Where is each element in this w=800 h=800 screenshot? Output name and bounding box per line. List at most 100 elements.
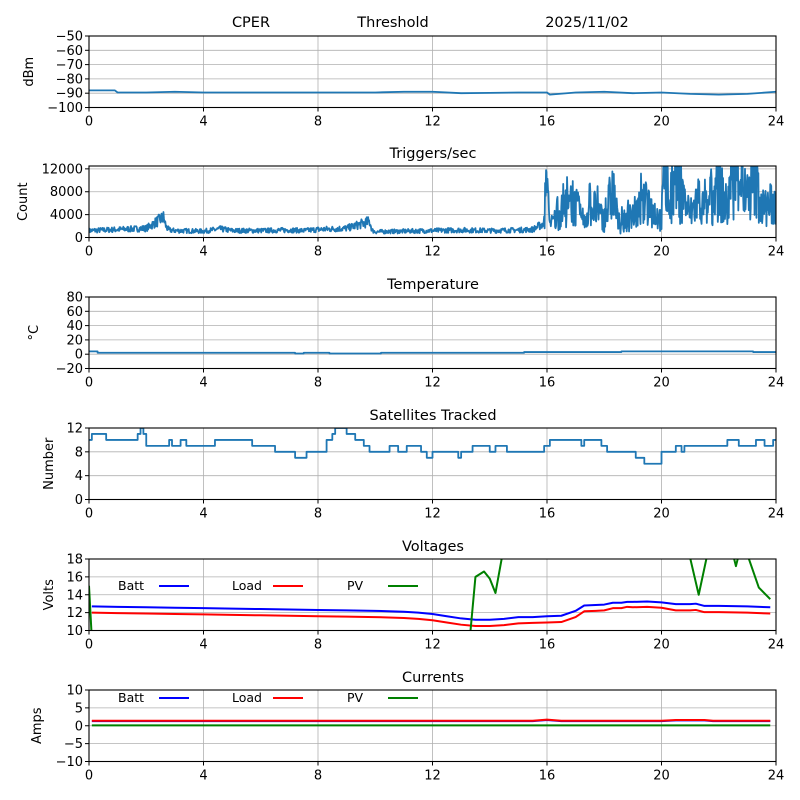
panel-title: Temperature [386,277,479,293]
y-axis-label: °C [27,325,42,341]
x-tick-label: 24 [768,245,785,260]
y-tick-label: 40 [66,319,83,334]
x-tick-label: 8 [314,507,322,522]
x-tick-label: 12 [424,376,441,391]
y-tick-label: 0 [75,231,83,246]
x-tick-label: 4 [199,245,207,260]
x-tick-label: 8 [314,245,322,260]
y-tick-label: −50 [56,30,83,45]
legend-label-pv: PV [347,578,364,593]
x-tick-label: 4 [199,376,207,391]
x-tick-label: 24 [768,638,785,653]
x-tick-label: 16 [539,507,556,522]
x-tick-label: 0 [85,769,93,784]
series-group [89,559,771,631]
y-tick-label: 12 [66,606,83,621]
y-tick-label: 10 [66,624,83,639]
panel-title: Voltages [402,539,464,555]
header-mode: Threshold [356,15,428,31]
y-tick-label: 8 [75,445,83,460]
x-tick-label: 20 [653,115,670,130]
panel-currents: 0 4 8 12 16 20 24 −10 −5 0 5 10 Amps Currents Batt Load… [30,670,784,784]
x-tick-label: 4 [199,115,207,130]
panel-dbm: 0 4 8 12 16 20 24 −100−90−80−70−60−50 dBm [22,30,784,130]
y-tick-label: 14 [66,588,83,603]
series-group [89,89,776,96]
y-tick-label: 0 [75,493,83,508]
x-tick-label: 0 [85,638,93,653]
y-tick-label: 12000 [42,162,83,177]
y-tick-label: 80 [66,291,83,306]
x-tick-label: 12 [424,245,441,260]
panel-title: Triggers/sec [389,146,477,162]
x-tick-label: 16 [539,769,556,784]
series-group [89,166,776,235]
legend-label-load: Load [232,578,262,593]
x-tick-label: 20 [653,769,670,784]
x-tick-label: 8 [314,638,322,653]
y-tick-label: 60 [66,305,83,320]
y-tick-label: −90 [56,87,83,102]
x-tick-label: 0 [85,376,93,391]
panel-voltages: 0 4 8 12 16 20 24 10 12 14 16 18 Volts Voltages Batt Lo… [42,539,784,653]
x-tick-label: 20 [653,507,670,522]
x-tick-label: 12 [424,638,441,653]
panel-title: Currents [402,670,464,686]
y-tick-label: 8000 [50,185,83,200]
x-tick-label: 20 [653,638,670,653]
x-tick-label: 24 [768,376,785,391]
y-tick-label: 12 [66,422,83,437]
y-tick-label: 4 [75,469,83,484]
y-axis-label: Count [16,182,31,221]
series-line-temperature [89,350,776,355]
x-tick-label: 8 [314,115,322,130]
y-tick-label: 20 [66,333,83,348]
y-tick-label: −5 [64,737,83,752]
y-tick-label: 10 [66,684,83,699]
y-axis-label: Volts [42,579,57,611]
series-group [89,350,776,355]
x-tick-label: 16 [539,638,556,653]
x-tick-label: 16 [539,245,556,260]
series-group [89,428,776,465]
x-tick-label: 4 [199,638,207,653]
y-axis-label: Number [42,437,57,490]
x-tick-label: 16 [539,115,556,130]
x-tick-label: 8 [314,376,322,391]
y-tick-label: −60 [56,44,83,59]
y-tick-label: −100 [47,101,83,116]
y-tick-label: 4000 [50,208,83,223]
series-line-noise [89,89,776,96]
x-tick-label: 12 [424,115,441,130]
legend-label-pv: PV [347,690,364,705]
x-tick-label: 12 [424,507,441,522]
legend-label-batt: Batt [118,578,144,593]
y-tick-label: 0 [75,348,83,363]
x-tick-label: 4 [199,507,207,522]
series-line-satellites [89,428,776,465]
series-line-load [91,605,771,628]
series-line-triggers [89,166,776,235]
x-tick-label: 0 [85,507,93,522]
header-date: 2025/11/02 [545,15,629,31]
panel-satellites-tracked: 0 4 8 12 16 20 24 0 4 8 12 Number Satellites Tracked [42,408,784,522]
x-tick-label: 24 [768,769,785,784]
x-tick-label: 12 [424,769,441,784]
x-tick-label: 0 [85,245,93,260]
x-tick-label: 24 [768,507,785,522]
y-tick-label: 0 [75,719,83,734]
y-tick-label: −70 [56,58,83,73]
x-tick-label: 24 [768,115,785,130]
series-line-load [91,718,771,722]
y-tick-label: −10 [56,755,83,770]
panel-triggers-sec: 0 4 8 12 16 20 24 0 4000 8000 12000 Count Triggers/s… [16,146,785,260]
x-tick-label: 16 [539,376,556,391]
y-tick-label: 5 [75,701,83,716]
series-group [91,718,771,727]
series-line-pv [89,559,771,631]
y-tick-label: −80 [56,72,83,87]
header-site: CPER [232,15,270,31]
